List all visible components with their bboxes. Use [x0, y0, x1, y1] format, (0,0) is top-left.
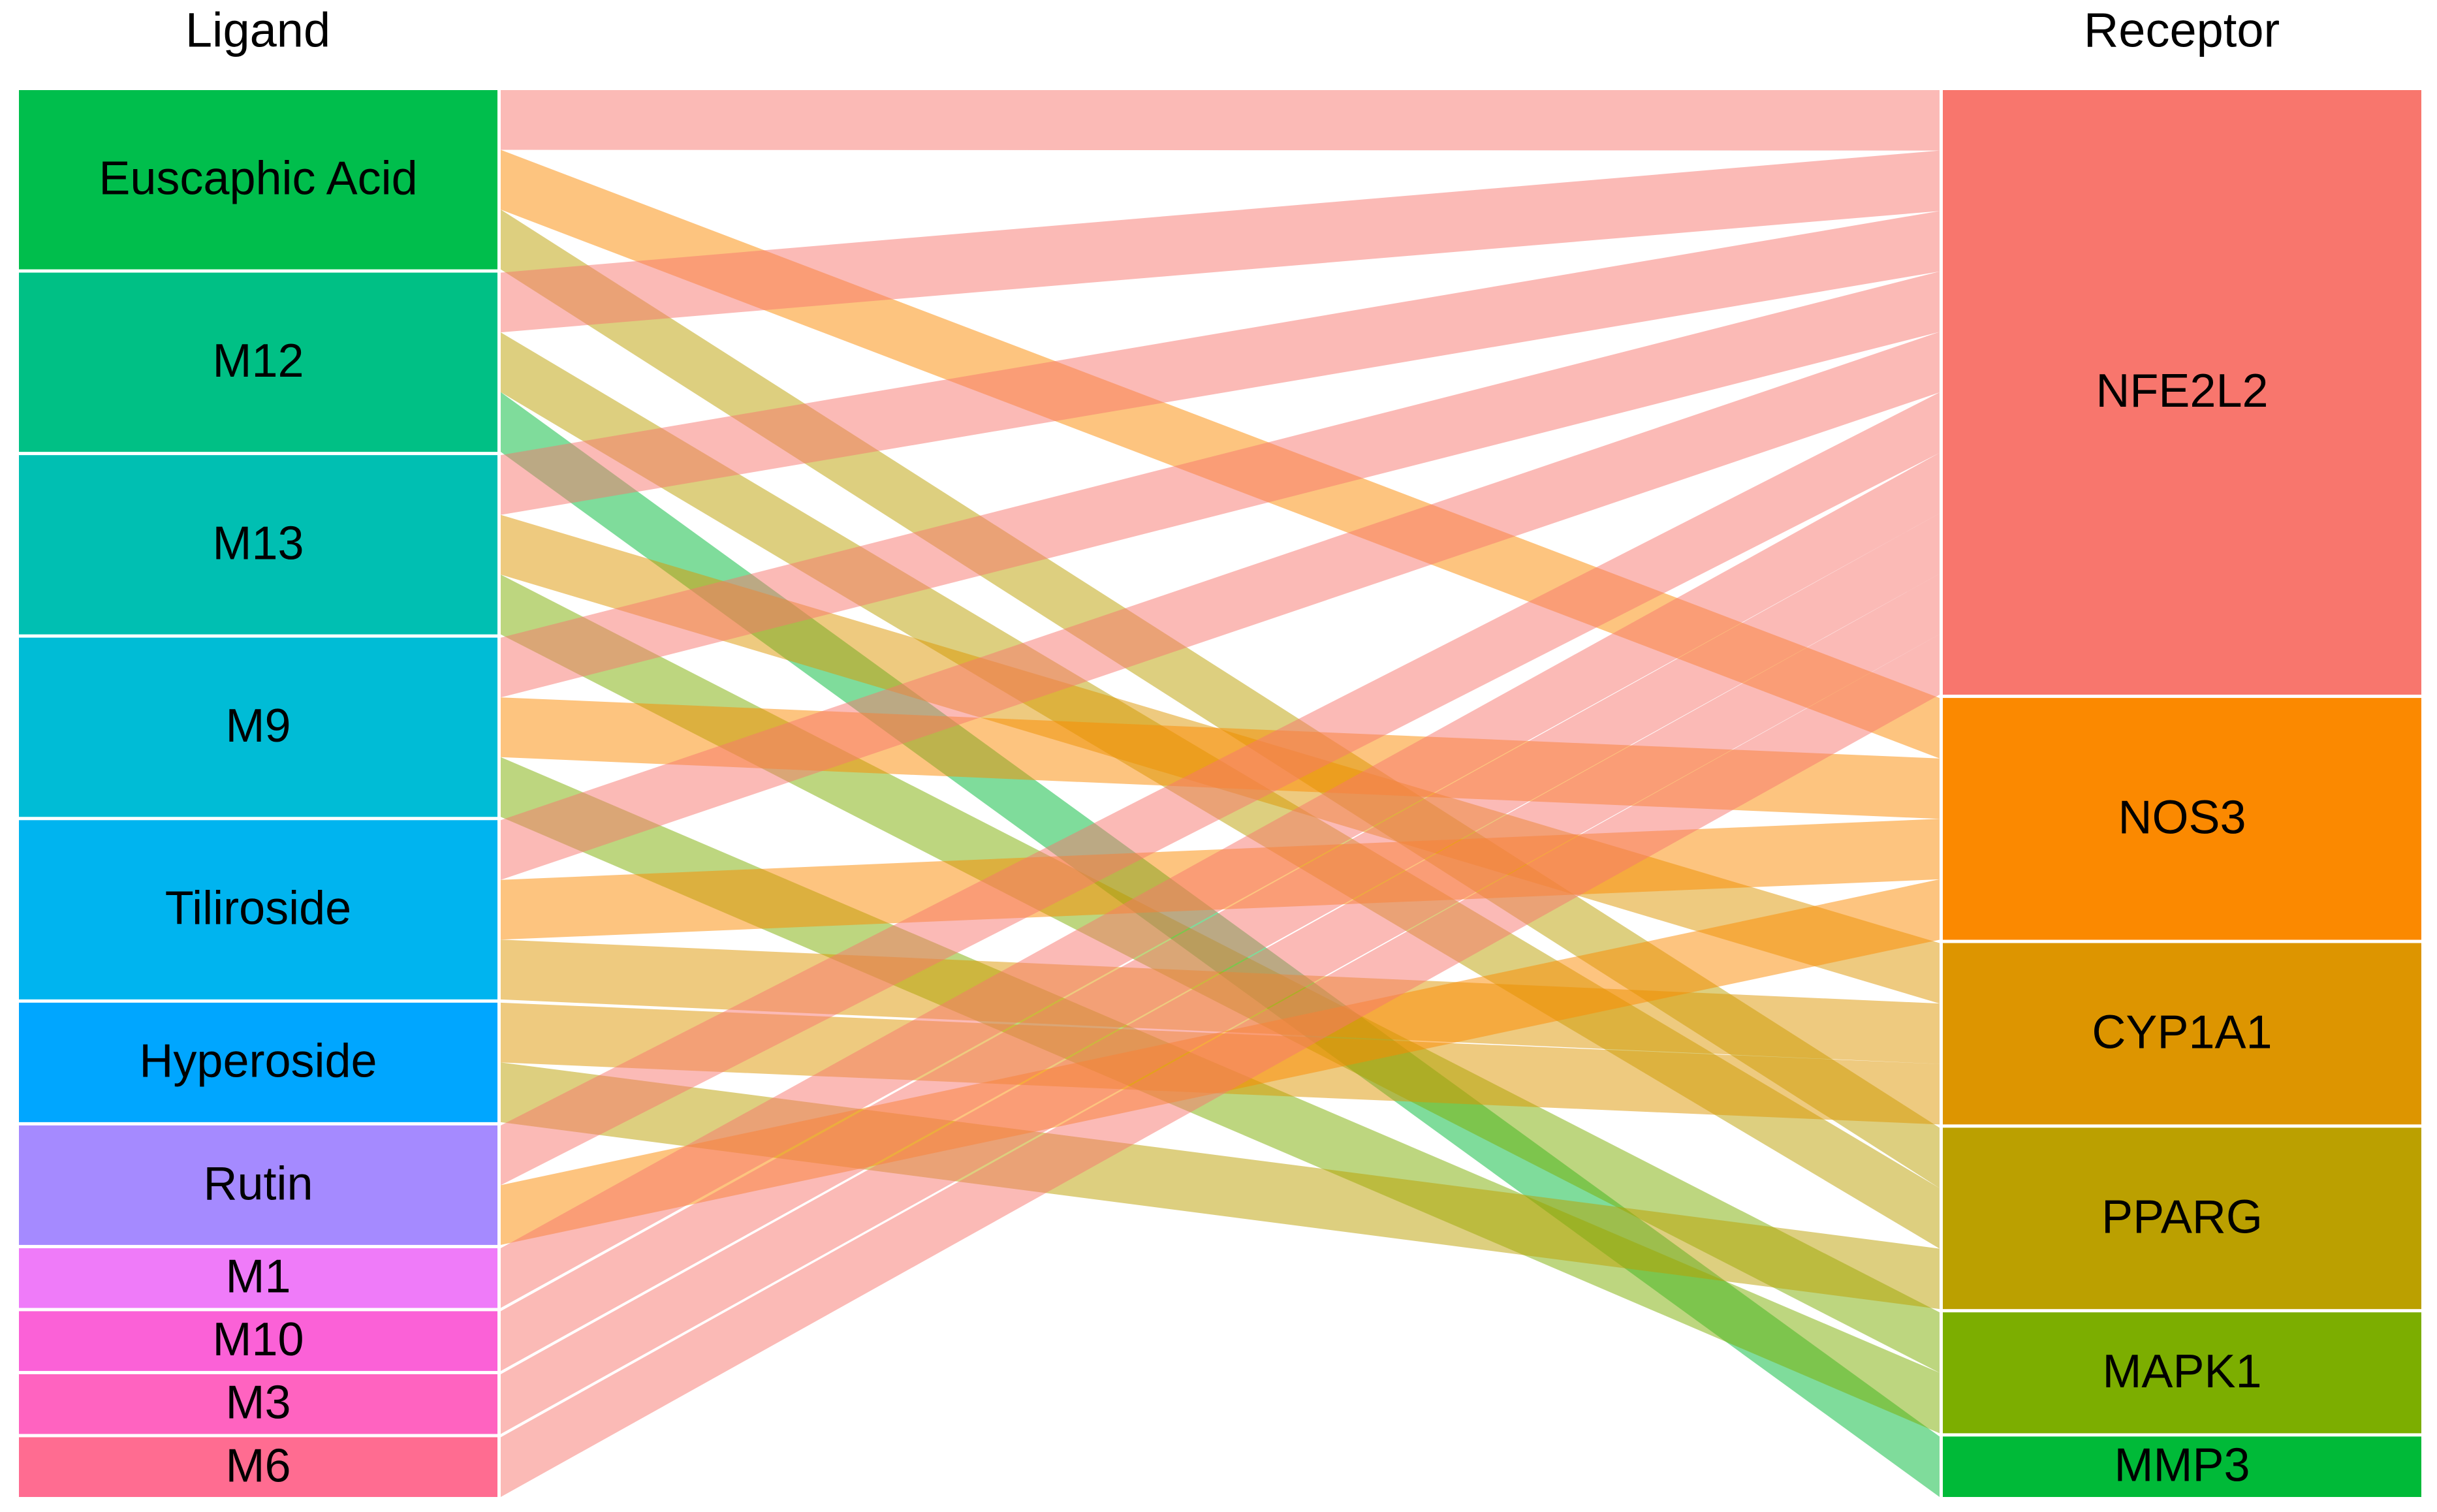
ligand-node — [19, 637, 497, 817]
receptor-node — [1943, 1312, 2421, 1434]
receptor-label: MMP3 — [2114, 1440, 2250, 1492]
ligand-label: M3 — [225, 1377, 291, 1429]
flow — [501, 392, 1940, 1186]
receptor-node — [1943, 1127, 2421, 1310]
receptor-label: NOS3 — [2118, 791, 2246, 843]
ligand-label: M12 — [212, 335, 304, 387]
ligand-label: Hyperoside — [139, 1035, 377, 1087]
flow — [501, 90, 1940, 151]
ligand-node — [19, 272, 497, 452]
ligand-label: Rutin — [203, 1158, 313, 1210]
flows — [501, 90, 1940, 1498]
flow — [501, 513, 1940, 1371]
receptor-node — [1943, 698, 2421, 940]
flow — [501, 271, 1940, 698]
receptor-label: MAPK1 — [2102, 1346, 2261, 1398]
ligand-label: M13 — [212, 517, 304, 569]
ligand-node — [19, 1248, 497, 1308]
flow — [501, 210, 1940, 1188]
ligand-label: M9 — [225, 700, 291, 752]
flow — [501, 573, 1940, 1434]
receptor-label: NFE2L2 — [2096, 365, 2268, 417]
ligand-node — [19, 1002, 497, 1122]
flow — [501, 332, 1940, 880]
receptor-label: CYP1A1 — [2092, 1006, 2272, 1058]
ligand-label: M6 — [225, 1440, 291, 1492]
ligand-node — [19, 820, 497, 1000]
flow — [501, 211, 1940, 515]
ligand-node — [19, 455, 497, 635]
ligand-label: Tiliroside — [165, 883, 351, 935]
receptor-node — [1943, 943, 2421, 1125]
receptor-label: PPARG — [2101, 1191, 2263, 1243]
axis-label: Receptor — [2084, 3, 2280, 57]
axis-label: Ligand — [185, 3, 330, 57]
receptor-node — [1943, 90, 2421, 695]
ligand-label: M1 — [225, 1251, 291, 1303]
ligand-node — [19, 1374, 497, 1434]
flow — [501, 150, 1940, 333]
ligand-label: M10 — [212, 1314, 304, 1366]
ligand-node — [19, 1437, 497, 1497]
ligand-node — [19, 90, 497, 270]
receptor-node — [1943, 1436, 2421, 1497]
ligand-node — [19, 1311, 497, 1371]
ligand-node — [19, 1125, 497, 1245]
flow — [501, 452, 1940, 1308]
flow — [501, 634, 1940, 1497]
nodes: Euscaphic Acid M12 M13 M9 Tiliroside Hyperosi… — [19, 90, 2421, 1497]
ligand-label: Euscaphic Acid — [99, 152, 417, 204]
